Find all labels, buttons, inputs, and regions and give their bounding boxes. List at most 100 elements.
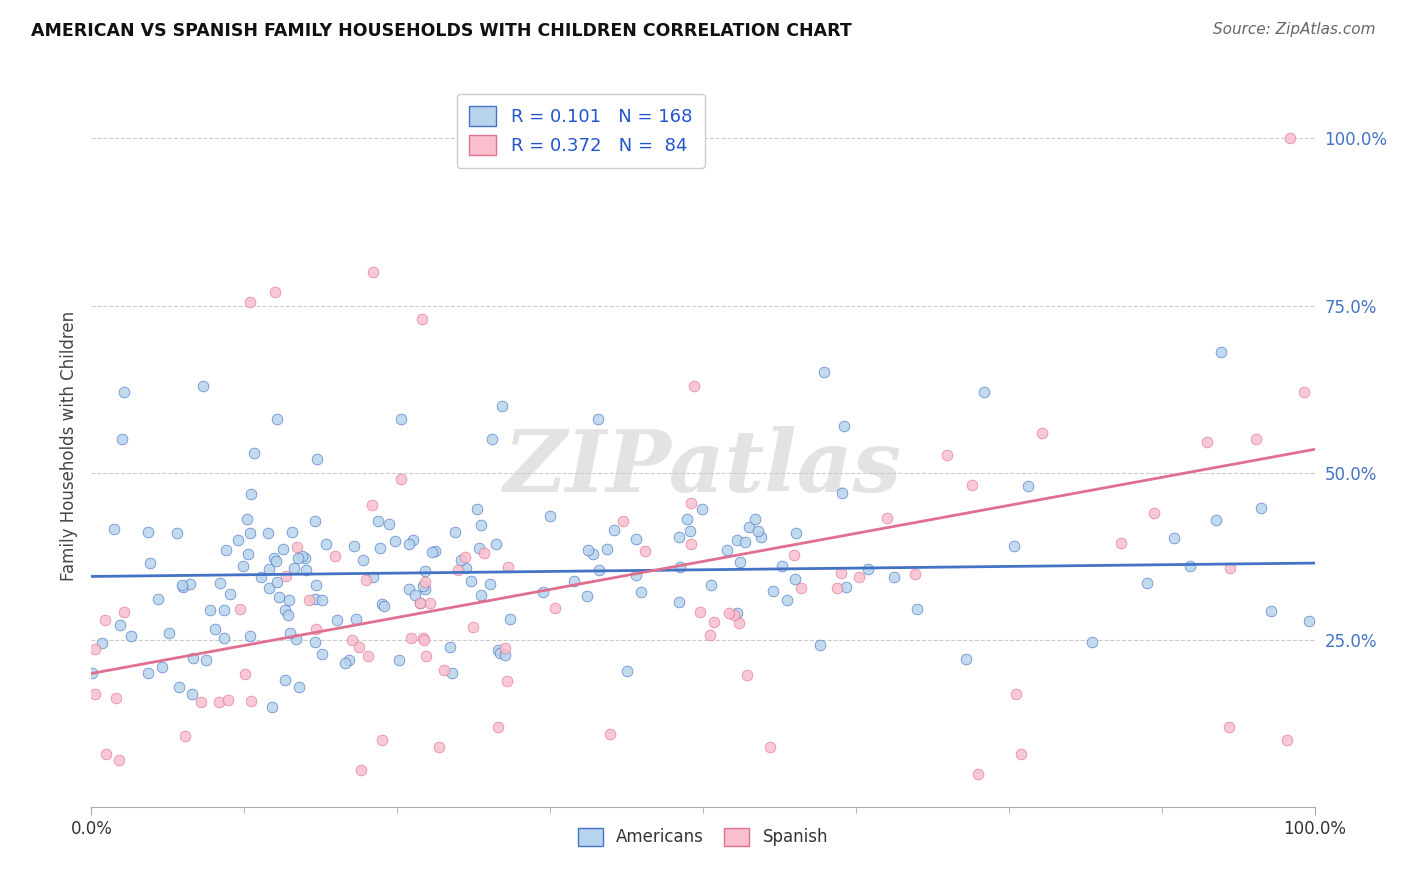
Point [485, 537, 508, 551]
Point [325, 613, 347, 627]
Point [264, 285, 287, 300]
Point [371, 733, 394, 747]
Point [770, 559, 793, 574]
Point [699, 578, 721, 592]
Point [669, 560, 692, 574]
Point [190, 695, 212, 709]
Point [304, 634, 326, 648]
Point [468, 541, 491, 555]
Point [668, 595, 690, 609]
Point [239, 526, 262, 541]
Point [1275, 733, 1298, 747]
Text: Source: ZipAtlas.com: Source: ZipAtlas.com [1212, 22, 1375, 37]
Point [486, 720, 509, 734]
Point [499, 612, 522, 626]
Point [734, 534, 756, 549]
Point [305, 452, 328, 467]
Point [295, 563, 318, 577]
Point [235, 512, 257, 526]
Point [582, 547, 605, 561]
Point [1205, 512, 1227, 526]
Point [472, 546, 495, 560]
Point [1279, 131, 1302, 145]
Point [413, 582, 436, 596]
Point [725, 533, 748, 547]
Point [349, 640, 371, 655]
Point [470, 517, 492, 532]
Legend: Americans, Spanish: Americans, Spanish [571, 822, 835, 853]
Point [616, 664, 638, 678]
Point [233, 667, 256, 681]
Point [1010, 747, 1032, 761]
Point [84, 687, 107, 701]
Point [973, 385, 995, 400]
Point [266, 412, 288, 426]
Point [676, 512, 699, 526]
Point [689, 605, 711, 619]
Point [494, 641, 516, 656]
Point [749, 530, 772, 544]
Point [305, 622, 328, 636]
Point [239, 487, 262, 501]
Point [401, 533, 423, 547]
Point [1211, 345, 1233, 359]
Point [1250, 500, 1272, 515]
Point [146, 591, 169, 606]
Point [494, 648, 516, 662]
Point [136, 524, 159, 539]
Point [344, 612, 367, 626]
Point [762, 584, 785, 599]
Point [679, 524, 702, 538]
Point [412, 631, 434, 645]
Point [287, 550, 309, 565]
Point [357, 648, 380, 663]
Point [288, 680, 311, 694]
Point [352, 553, 374, 567]
Point [419, 596, 441, 610]
Point [257, 562, 280, 576]
Point [361, 498, 384, 512]
Point [612, 515, 634, 529]
Point [728, 615, 751, 630]
Point [433, 663, 456, 677]
Point [333, 656, 356, 670]
Point [274, 603, 297, 617]
Point [285, 540, 308, 554]
Point [624, 533, 647, 547]
Point [848, 570, 870, 584]
Point [172, 578, 194, 592]
Point [717, 606, 740, 620]
Point [429, 740, 451, 755]
Point [212, 631, 235, 645]
Point [1136, 576, 1159, 591]
Point [378, 516, 401, 531]
Point [412, 579, 434, 593]
Point [399, 631, 422, 645]
Point [370, 541, 392, 555]
Point [91, 636, 114, 650]
Point [304, 514, 326, 528]
Point [1031, 425, 1053, 440]
Point [564, 574, 586, 589]
Point [1081, 635, 1104, 649]
Point [305, 578, 328, 592]
Point [602, 523, 624, 537]
Point [728, 555, 751, 569]
Point [960, 477, 983, 491]
Point [389, 472, 412, 486]
Point [935, 448, 957, 462]
Point [1294, 384, 1316, 399]
Point [496, 673, 519, 688]
Point [350, 764, 373, 778]
Point [1017, 479, 1039, 493]
Point [690, 502, 713, 516]
Point [630, 585, 652, 599]
Point [679, 537, 702, 551]
Point [966, 767, 988, 781]
Point [290, 549, 312, 564]
Point [298, 593, 321, 607]
Text: AMERICAN VS SPANISH FAMILY HOUSEHOLDS WITH CHILDREN CORRELATION CHART: AMERICAN VS SPANISH FAMILY HOUSEHOLDS WI… [31, 22, 852, 40]
Point [575, 589, 598, 603]
Point [759, 740, 782, 755]
Point [679, 496, 702, 510]
